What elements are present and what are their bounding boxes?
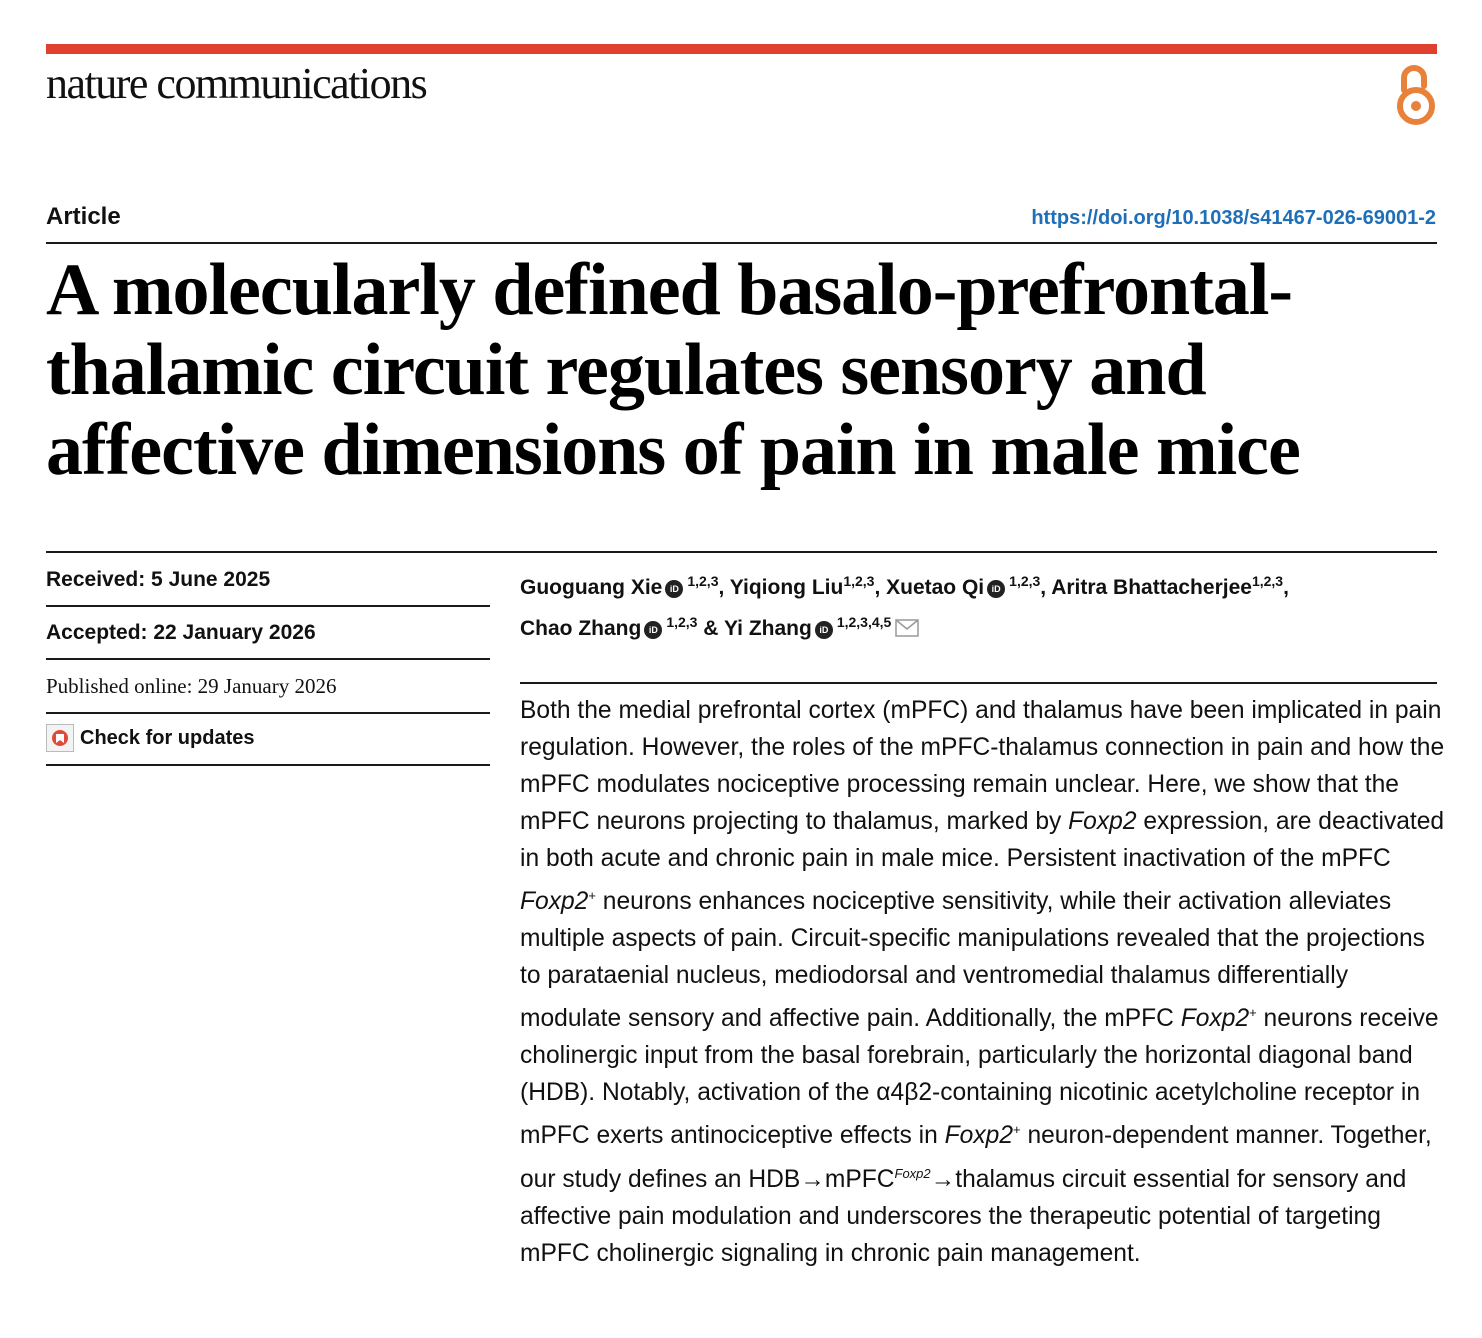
divider (46, 242, 1437, 244)
gene-name: Foxp2 (1180, 1005, 1250, 1033)
abstract-text: neurons enhances nociceptive sensitivity… (520, 888, 1425, 1033)
author-name[interactable]: Xuetao Qi (886, 576, 985, 599)
orcid-icon[interactable]: iD (665, 580, 684, 598)
author-separator: & (697, 617, 724, 640)
abstract-text: expression, are deactivated in both acut… (520, 808, 1445, 872)
abstract-text: neuron-dependent manner. Together, our s… (520, 1122, 1432, 1193)
orcid-icon[interactable]: iD (987, 580, 1006, 598)
divider (46, 658, 490, 660)
affiliation-numbers: 1,2,3 (1009, 573, 1041, 589)
author-separator: , (718, 576, 730, 599)
affiliation-numbers: 1,2,3,4,5 (836, 614, 892, 630)
author-name[interactable]: Aritra Bhattacherjee (1051, 576, 1252, 599)
open-access-icon (1397, 65, 1435, 125)
check-updates-label: Check for updates (80, 726, 255, 749)
gene-name: Foxp2 (944, 1122, 1014, 1150)
published-date: Published online: 29 January 2026 (46, 674, 337, 698)
superscript: + (1013, 1122, 1021, 1138)
divider (46, 551, 1437, 553)
superscript: + (588, 888, 596, 903)
journal-name: nature communications (46, 59, 428, 108)
email-envelope-icon[interactable] (895, 619, 920, 637)
accepted-date: Accepted: 22 January 2026 (46, 621, 316, 644)
orcid-icon[interactable]: iD (814, 621, 833, 639)
check-for-updates-button[interactable]: Check for updates (46, 724, 254, 752)
check-updates-icon (46, 724, 74, 752)
divider (520, 682, 1437, 684)
abstract-text: Both the medial prefrontal cortex (mPFC)… (520, 697, 1445, 835)
author-separator: , (874, 576, 887, 599)
author-name[interactable]: Chao Zhang (520, 617, 642, 640)
affiliation-numbers: 1,2,3 (1251, 573, 1284, 589)
article-title: A molecularly defined basalo-prefrontal-… (46, 249, 1301, 491)
author-separator: , (1283, 576, 1289, 599)
author-name[interactable]: Yi Zhang (723, 617, 812, 640)
abstract: Both the medial prefrontal cortex (mPFC)… (520, 692, 1445, 1272)
abstract-text: →thalamus circuit essential for sensory … (520, 1165, 1407, 1267)
author-name[interactable]: Yiqiong Liu (729, 576, 844, 599)
affiliation-numbers: 1,2,3 (666, 614, 698, 630)
divider (46, 605, 490, 607)
author-list: Guoguang Xie iD 1,2,3, Yiqiong Liu1,2,3, X… (520, 564, 1440, 646)
abstract-text: neurons receive cholinergic input from t… (520, 1005, 1439, 1150)
author-separator: , (1040, 576, 1052, 599)
affiliation-numbers: 1,2,3 (687, 573, 719, 589)
doi-link[interactable]: https://doi.org/10.1038/s41467-026-69001… (1031, 207, 1436, 229)
divider (46, 764, 490, 766)
orcid-icon[interactable]: iD (644, 621, 663, 639)
author-name[interactable]: Guoguang Xie (520, 576, 663, 599)
gene-name: Foxp2 (520, 888, 589, 916)
divider (46, 712, 490, 714)
received-date: Received: 5 June 2025 (46, 568, 271, 591)
affiliation-numbers: 1,2,3 (843, 573, 875, 589)
gene-name: Foxp2 (894, 1165, 931, 1181)
article-type: Article (46, 203, 121, 230)
journal-header-bar (46, 44, 1437, 54)
superscript: + (1249, 1005, 1257, 1021)
gene-name: Foxp2 (1068, 808, 1137, 835)
